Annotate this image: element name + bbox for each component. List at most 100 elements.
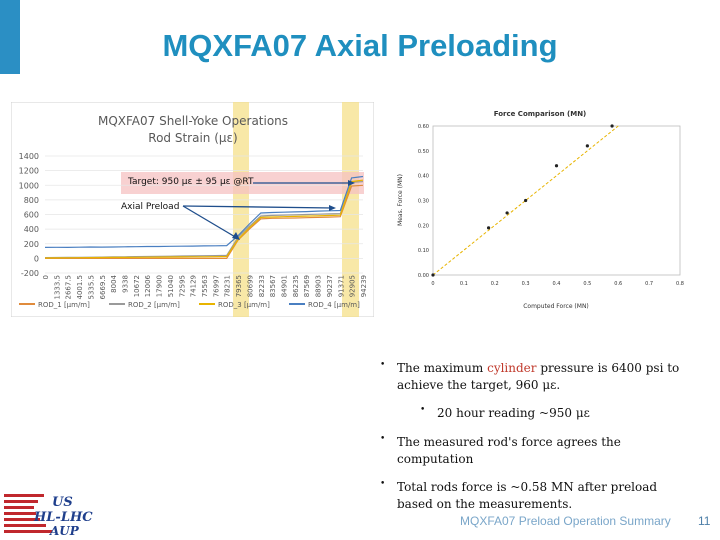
strain-x-tick-label: 4001.5 [76,275,84,300]
strain-series-line-1 [45,184,364,259]
force-data-point [585,144,589,148]
force-x-tick-label: 0.6 [614,281,622,287]
strain-chart-title: MQXFA07 Shell-Yoke Operations [98,114,288,128]
strain-x-tick-label: 9338 [122,275,130,293]
strain-x-tick-label: 8004 [110,274,118,292]
force-x-tick-label: 0.5 [583,281,591,287]
bullet-dot: • [420,405,426,415]
strain-x-tick-label: 74129 [190,275,198,297]
legend-label-2: ROD_2 [μm/m] [128,301,180,309]
force-y-tick-label: 0.50 [418,149,429,155]
force-y-tick-label: 0.20 [418,223,429,229]
force-data-point [505,211,509,215]
bullet-1-sub: • 20 hour reading ~950 με [420,405,690,422]
strain-x-tick-label: 1333.5 [53,275,61,300]
force-x-tick-label: 0.2 [491,281,499,287]
strain-x-tick-label: 94239 [360,275,368,297]
strain-x-tick-label: 83567 [269,275,277,297]
force-data-point [554,164,559,168]
strain-series-line-3 [44,179,364,259]
force-x-tick-label: 0.4 [553,281,561,287]
hl-lhc-aup-logo: US HL-LHC AUP [4,494,93,538]
force-x-tick-label: 0 [431,281,434,287]
force-chart-xlabel: Computed Force (MN) [523,303,589,310]
force-data-point [524,198,528,203]
logo-line-1: US [52,495,73,510]
strain-x-tick-label: 90237 [326,275,334,297]
strain-x-tick-label: 0 [42,275,50,279]
slide-title: MQXFA07 Axial Preloading [162,28,558,63]
strain-x-tick-label: 75563 [201,275,209,297]
force-chart-ylabel: Meas. Force (MN) [397,174,404,226]
bullet-1-text-b: pressure is 6400 psi to achieve the targ… [397,361,680,392]
bullet-dot: • [380,360,386,370]
page-number: 11 [698,514,711,528]
target-arrowhead [348,180,355,186]
legend-label-1: ROD_1 [μm/m] [38,301,90,309]
legend-label-4: ROD_4 [μm/m] [308,301,360,309]
strain-y-tick-label: 800 [24,196,39,205]
strain-x-tick-label: 84901 [281,275,289,297]
strain-x-tick-label: 72595 [178,275,186,297]
force-x-tick-label: 0.1 [460,281,468,287]
strain-x-tick-label: 82233 [258,275,266,297]
bullet-1-text-a: The maximum [397,361,488,375]
force-y-tick-label: 0.60 [418,124,429,130]
strain-x-tick-label: 2667.5 [65,275,73,300]
flag-stripes-icon [4,494,52,533]
strain-x-tick-label: 5335.5 [87,275,95,300]
strain-x-tick-label: 91371 [337,275,345,297]
bullet-1-highlight: cylinder [487,361,537,375]
strain-x-tick-label: 51040 [167,275,175,297]
strain-x-tick-label: 86235 [292,275,300,297]
logo-line-2: HL-LHC [33,510,93,525]
strain-x-tick-label: 88903 [315,275,323,297]
bullet-2: • The measured rod's force agrees the co… [380,434,640,468]
axial-arrow-1 [182,205,238,239]
strain-x-tick-label: 6669.5 [99,275,107,300]
strain-x-tick-label: 12006 [144,274,152,297]
strain-x-tick-label: 10672 [133,275,141,297]
strain-y-tick-label: 1200 [19,167,39,176]
axial-arrowhead-1 [232,232,240,240]
strain-y-tick-label: 200 [24,240,39,249]
accent-bar [0,0,20,74]
strain-y-tick-label: 1000 [19,181,39,190]
strain-chart: MQXFA07 Shell-Yoke Operations Rod Strain… [11,102,374,317]
bullet-3: • Total rods force is ~0.58 MN after pre… [380,479,670,513]
strain-x-tick-label: 92905 [349,275,357,297]
force-data-point [486,226,491,230]
strain-x-tick-label: 80699 [246,275,254,297]
force-chart-title: Force Comparison (MN) [494,110,587,118]
bullet-1-sub-text: 20 hour reading ~950 με [437,406,590,420]
force-data-point [610,124,614,128]
strain-y-tick-label: -200 [21,269,39,278]
strain-x-tick-label: 76997 [212,275,220,297]
target-annotation: Target: 950 με ± 95 με @RT [127,177,254,187]
strain-y-tick-label: 0 [34,254,39,263]
bullet-3-text: Total rods force is ~0.58 MN after prelo… [397,480,658,511]
logo-line-3: AUP [49,524,80,538]
force-data-point [431,273,435,277]
strain-chart-subtitle: Rod Strain (με) [148,131,237,145]
footer-text: MQXFA07 Preload Operation Summary [460,514,671,528]
force-y-tick-label: 0.10 [418,248,429,254]
force-chart: Force Comparison (MN) 0.000.100.200.300.… [390,104,690,314]
axial-arrowhead-2 [329,205,336,211]
strain-x-tick-label: 78231 [224,275,232,297]
force-x-tick-label: 0.7 [645,281,653,287]
axial-arrow-2 [182,205,334,209]
legend-label-3: ROD_3 [μm/m] [218,301,270,309]
strain-y-tick-label: 400 [24,225,39,234]
strain-x-tick-label: 17900 [156,275,164,297]
strain-x-tick-label: 87569 [303,275,311,297]
force-x-tick-label: 0.8 [676,281,684,287]
force-y-tick-label: 0.00 [418,273,429,279]
strain-x-tick-label: 79365 [235,275,243,297]
force-y-tick-label: 0.40 [418,174,429,180]
force-y-tick-label: 0.30 [418,199,429,205]
axial-preload-annotation: Axial Preload [121,202,179,212]
strain-series-line-4 [44,175,364,249]
bullet-dot: • [380,434,386,444]
bullet-dot: • [380,479,386,489]
